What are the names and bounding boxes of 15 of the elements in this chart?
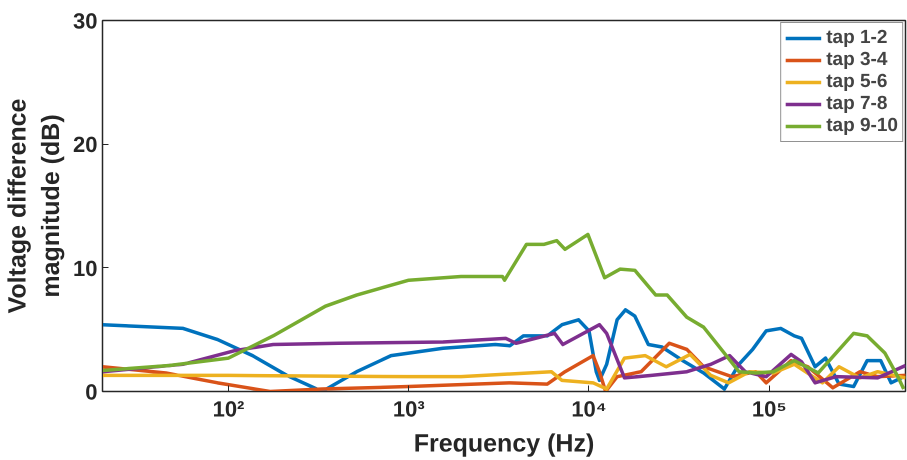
legend-label: tap 1-2 [826, 27, 888, 49]
y-tick-label: 10 [73, 256, 98, 281]
legend-label: tap 3-4 [826, 49, 888, 71]
y-tick-label: 30 [73, 8, 98, 34]
y-axis-title: Voltage difference magnitude (dB) [3, 98, 66, 314]
x-tick-label: 10³ [392, 396, 425, 422]
x-tick-label: 10⁴ [571, 396, 607, 422]
y-tick-label: 0 [85, 380, 98, 404]
legend-label: tap 5-6 [826, 71, 888, 93]
legend-label: tap 7-8 [826, 93, 888, 115]
y-tick-label: 20 [73, 132, 98, 158]
legend-label: tap 9-10 [826, 115, 898, 137]
x-axis-title: Frequency (Hz) [414, 430, 594, 458]
x-tick-label: 10² [212, 396, 244, 422]
x-tick-label: 10⁵ [752, 396, 787, 422]
